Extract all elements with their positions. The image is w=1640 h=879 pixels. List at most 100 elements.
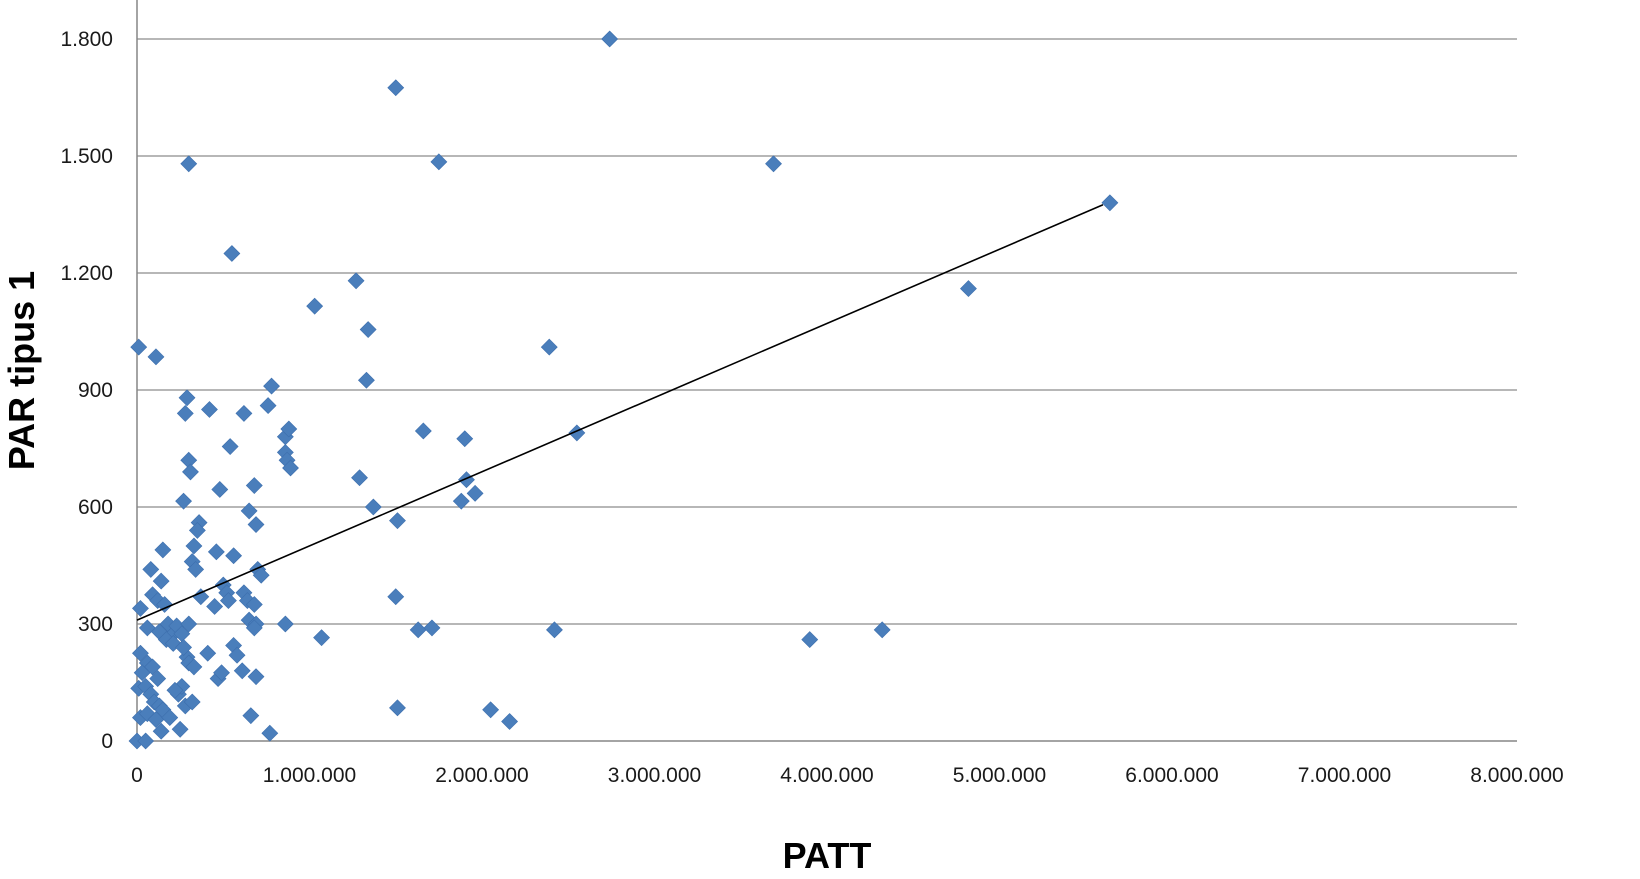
data-point xyxy=(276,615,294,633)
data-point xyxy=(211,481,229,498)
data-point xyxy=(199,644,217,662)
data-point xyxy=(201,401,218,418)
data-point xyxy=(546,621,563,639)
y-tick-label: 300 xyxy=(78,613,113,636)
data-point xyxy=(180,615,198,633)
data-point xyxy=(430,153,448,171)
data-point xyxy=(228,646,246,664)
x-tick-label: 4.000.000 xyxy=(780,764,873,787)
data-point xyxy=(154,541,172,559)
data-point xyxy=(207,543,225,561)
data-point xyxy=(247,668,265,686)
data-point xyxy=(601,30,619,48)
data-point xyxy=(387,588,405,606)
data-point xyxy=(263,377,280,395)
data-point xyxy=(387,79,405,97)
data-point xyxy=(132,599,149,617)
x-tick-label: 1.000.000 xyxy=(263,764,356,787)
y-tick-label: 0 xyxy=(101,730,113,753)
data-point xyxy=(221,438,239,455)
data-point xyxy=(252,566,270,584)
y-tick-label: 600 xyxy=(78,496,113,519)
data-point xyxy=(171,720,189,738)
data-point xyxy=(133,664,151,682)
data-point xyxy=(261,724,279,742)
data-point xyxy=(178,389,196,407)
data-point xyxy=(358,371,375,389)
data-point xyxy=(137,732,155,750)
gridlines xyxy=(137,38,1517,625)
data-point xyxy=(176,404,194,422)
y-tick-label: 1.200 xyxy=(60,262,113,285)
data-point xyxy=(765,155,782,173)
x-axis-title: PATT xyxy=(783,835,872,876)
y-tick-label: 900 xyxy=(78,379,113,402)
data-point xyxy=(225,547,243,565)
trendline xyxy=(136,204,1104,621)
data-point xyxy=(501,713,519,730)
data-point xyxy=(280,420,298,438)
data-point xyxy=(456,430,474,448)
data-point xyxy=(166,681,184,699)
data-point xyxy=(245,477,263,494)
data-point xyxy=(409,621,427,639)
data-point xyxy=(223,245,241,262)
data-point xyxy=(192,588,210,606)
data-point xyxy=(540,338,558,356)
data-point xyxy=(452,492,470,510)
x-tick-label: 6.000.000 xyxy=(1125,764,1218,787)
data-point xyxy=(282,459,299,477)
data-point xyxy=(161,709,179,727)
x-tick-label: 0 xyxy=(131,764,143,787)
x-tick-label: 8.000.000 xyxy=(1470,764,1563,787)
data-point xyxy=(185,658,203,676)
data-point xyxy=(313,629,330,647)
x-tick-label: 5.000.000 xyxy=(953,764,1046,787)
x-tick-label: 3.000.000 xyxy=(608,764,701,787)
data-point xyxy=(245,619,263,637)
data-point xyxy=(142,560,160,578)
y-tick-label: 1.500 xyxy=(60,145,113,168)
data-point xyxy=(220,592,237,610)
data-point xyxy=(389,512,406,530)
data-point xyxy=(149,670,167,688)
data-point xyxy=(873,621,891,639)
x-axis-ticks: 0 1.000.000 2.000.000 3.000.000 4.000.000 5.0… xyxy=(131,764,1564,787)
x-tick-label: 2.000.000 xyxy=(435,764,528,787)
data-point xyxy=(175,638,192,656)
y-axis-title: PAR tipus 1 xyxy=(1,271,42,470)
data-point xyxy=(185,537,203,555)
data-point xyxy=(187,560,205,578)
data-point xyxy=(183,693,201,711)
data-point xyxy=(458,471,475,489)
data-point xyxy=(414,422,432,440)
data-point xyxy=(1101,194,1119,212)
data-point xyxy=(389,699,406,717)
data-point xyxy=(152,572,170,590)
data-point xyxy=(245,596,263,613)
data-point xyxy=(147,348,165,366)
data-point xyxy=(423,619,441,637)
data-point xyxy=(240,502,258,520)
data-point xyxy=(364,498,382,516)
data-point xyxy=(233,662,251,680)
x-tick-label: 7.000.000 xyxy=(1298,764,1391,787)
data-point xyxy=(188,521,206,539)
data-point xyxy=(175,492,192,510)
data-point xyxy=(235,404,253,422)
data-points xyxy=(128,30,1119,750)
data-point xyxy=(347,272,365,290)
data-point xyxy=(152,722,170,740)
data-point xyxy=(156,596,174,613)
data-point xyxy=(351,469,368,487)
data-point xyxy=(960,280,977,298)
y-tick-label: 1.800 xyxy=(60,28,113,51)
data-point xyxy=(180,155,198,173)
data-point xyxy=(182,463,199,481)
data-point xyxy=(247,516,265,533)
data-point xyxy=(466,484,484,502)
data-point xyxy=(801,631,819,649)
data-point xyxy=(482,701,500,719)
data-point xyxy=(259,397,277,415)
